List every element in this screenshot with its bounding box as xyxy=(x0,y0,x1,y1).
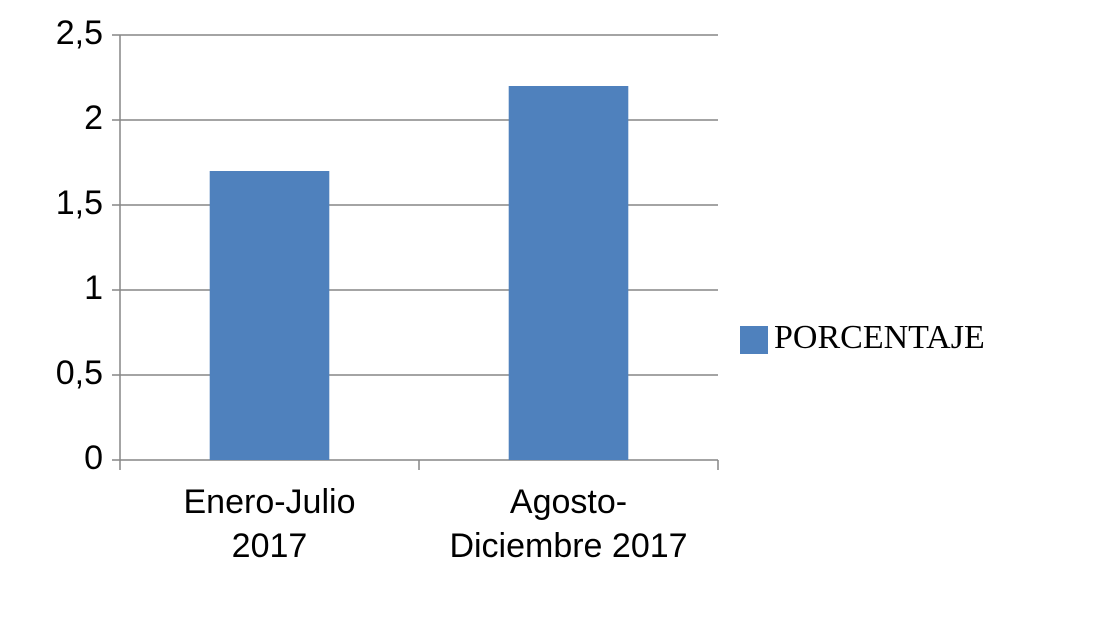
bar xyxy=(209,171,330,460)
legend-label: PORCENTAJE xyxy=(774,319,985,356)
y-tick-label: 2 xyxy=(84,99,103,137)
y-tick-label: 1,5 xyxy=(56,184,103,222)
legend-swatch xyxy=(740,326,768,354)
x-tick-label: Enero-Julio 2017 xyxy=(183,483,356,565)
y-tick-label: 1 xyxy=(84,269,103,307)
y-tick-label: 0,5 xyxy=(56,354,103,392)
x-tick-label: Agosto-Diciembre 2017 xyxy=(449,483,688,565)
y-tick-label: 0 xyxy=(84,439,103,477)
bar xyxy=(508,86,629,460)
y-tick-label: 2,5 xyxy=(56,14,103,52)
